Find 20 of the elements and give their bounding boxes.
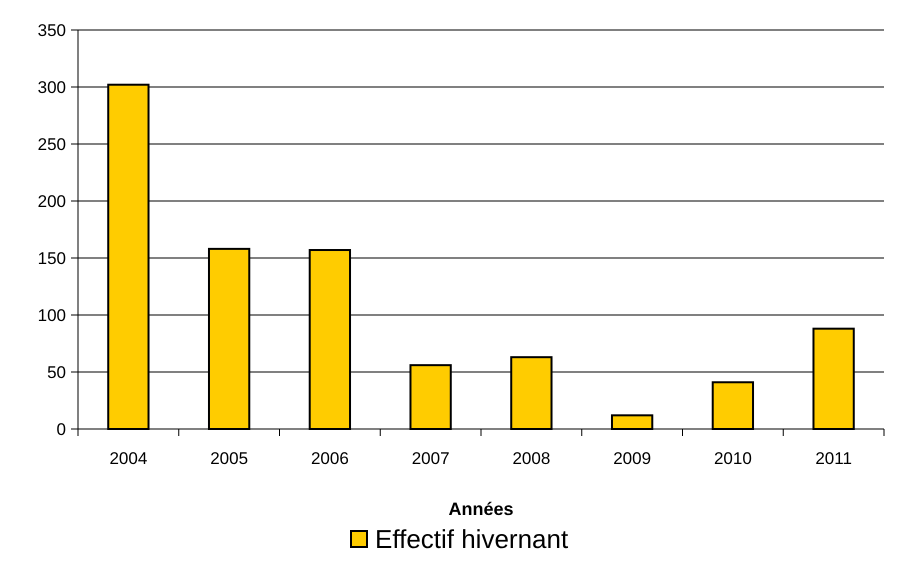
x-tick-label: 2007 (412, 449, 450, 468)
bar (610, 414, 654, 430)
legend-label: Effectif hivernant (375, 524, 569, 554)
bar (712, 381, 754, 430)
x-tick-label: 2004 (109, 449, 148, 468)
x-tick-label: 2010 (714, 449, 752, 468)
x-tick-label: 2005 (210, 449, 248, 468)
y-tick-label: 0 (56, 420, 66, 439)
y-tick-label: 350 (38, 20, 66, 40)
y-tick-label: 250 (38, 134, 66, 154)
y-tick-label: 200 (38, 192, 66, 211)
x-tick-label: 2011 (815, 449, 852, 468)
x-axis-title: Années (448, 499, 514, 519)
x-tick-label: 2008 (512, 449, 550, 468)
y-tick-label: 300 (38, 78, 66, 97)
y-tick-label: 100 (38, 306, 66, 325)
x-tick-label: 2006 (310, 449, 349, 468)
y-tick-label: 50 (47, 362, 66, 382)
x-tick-label: 2009 (613, 449, 652, 468)
y-tick-label: 150 (38, 248, 66, 268)
